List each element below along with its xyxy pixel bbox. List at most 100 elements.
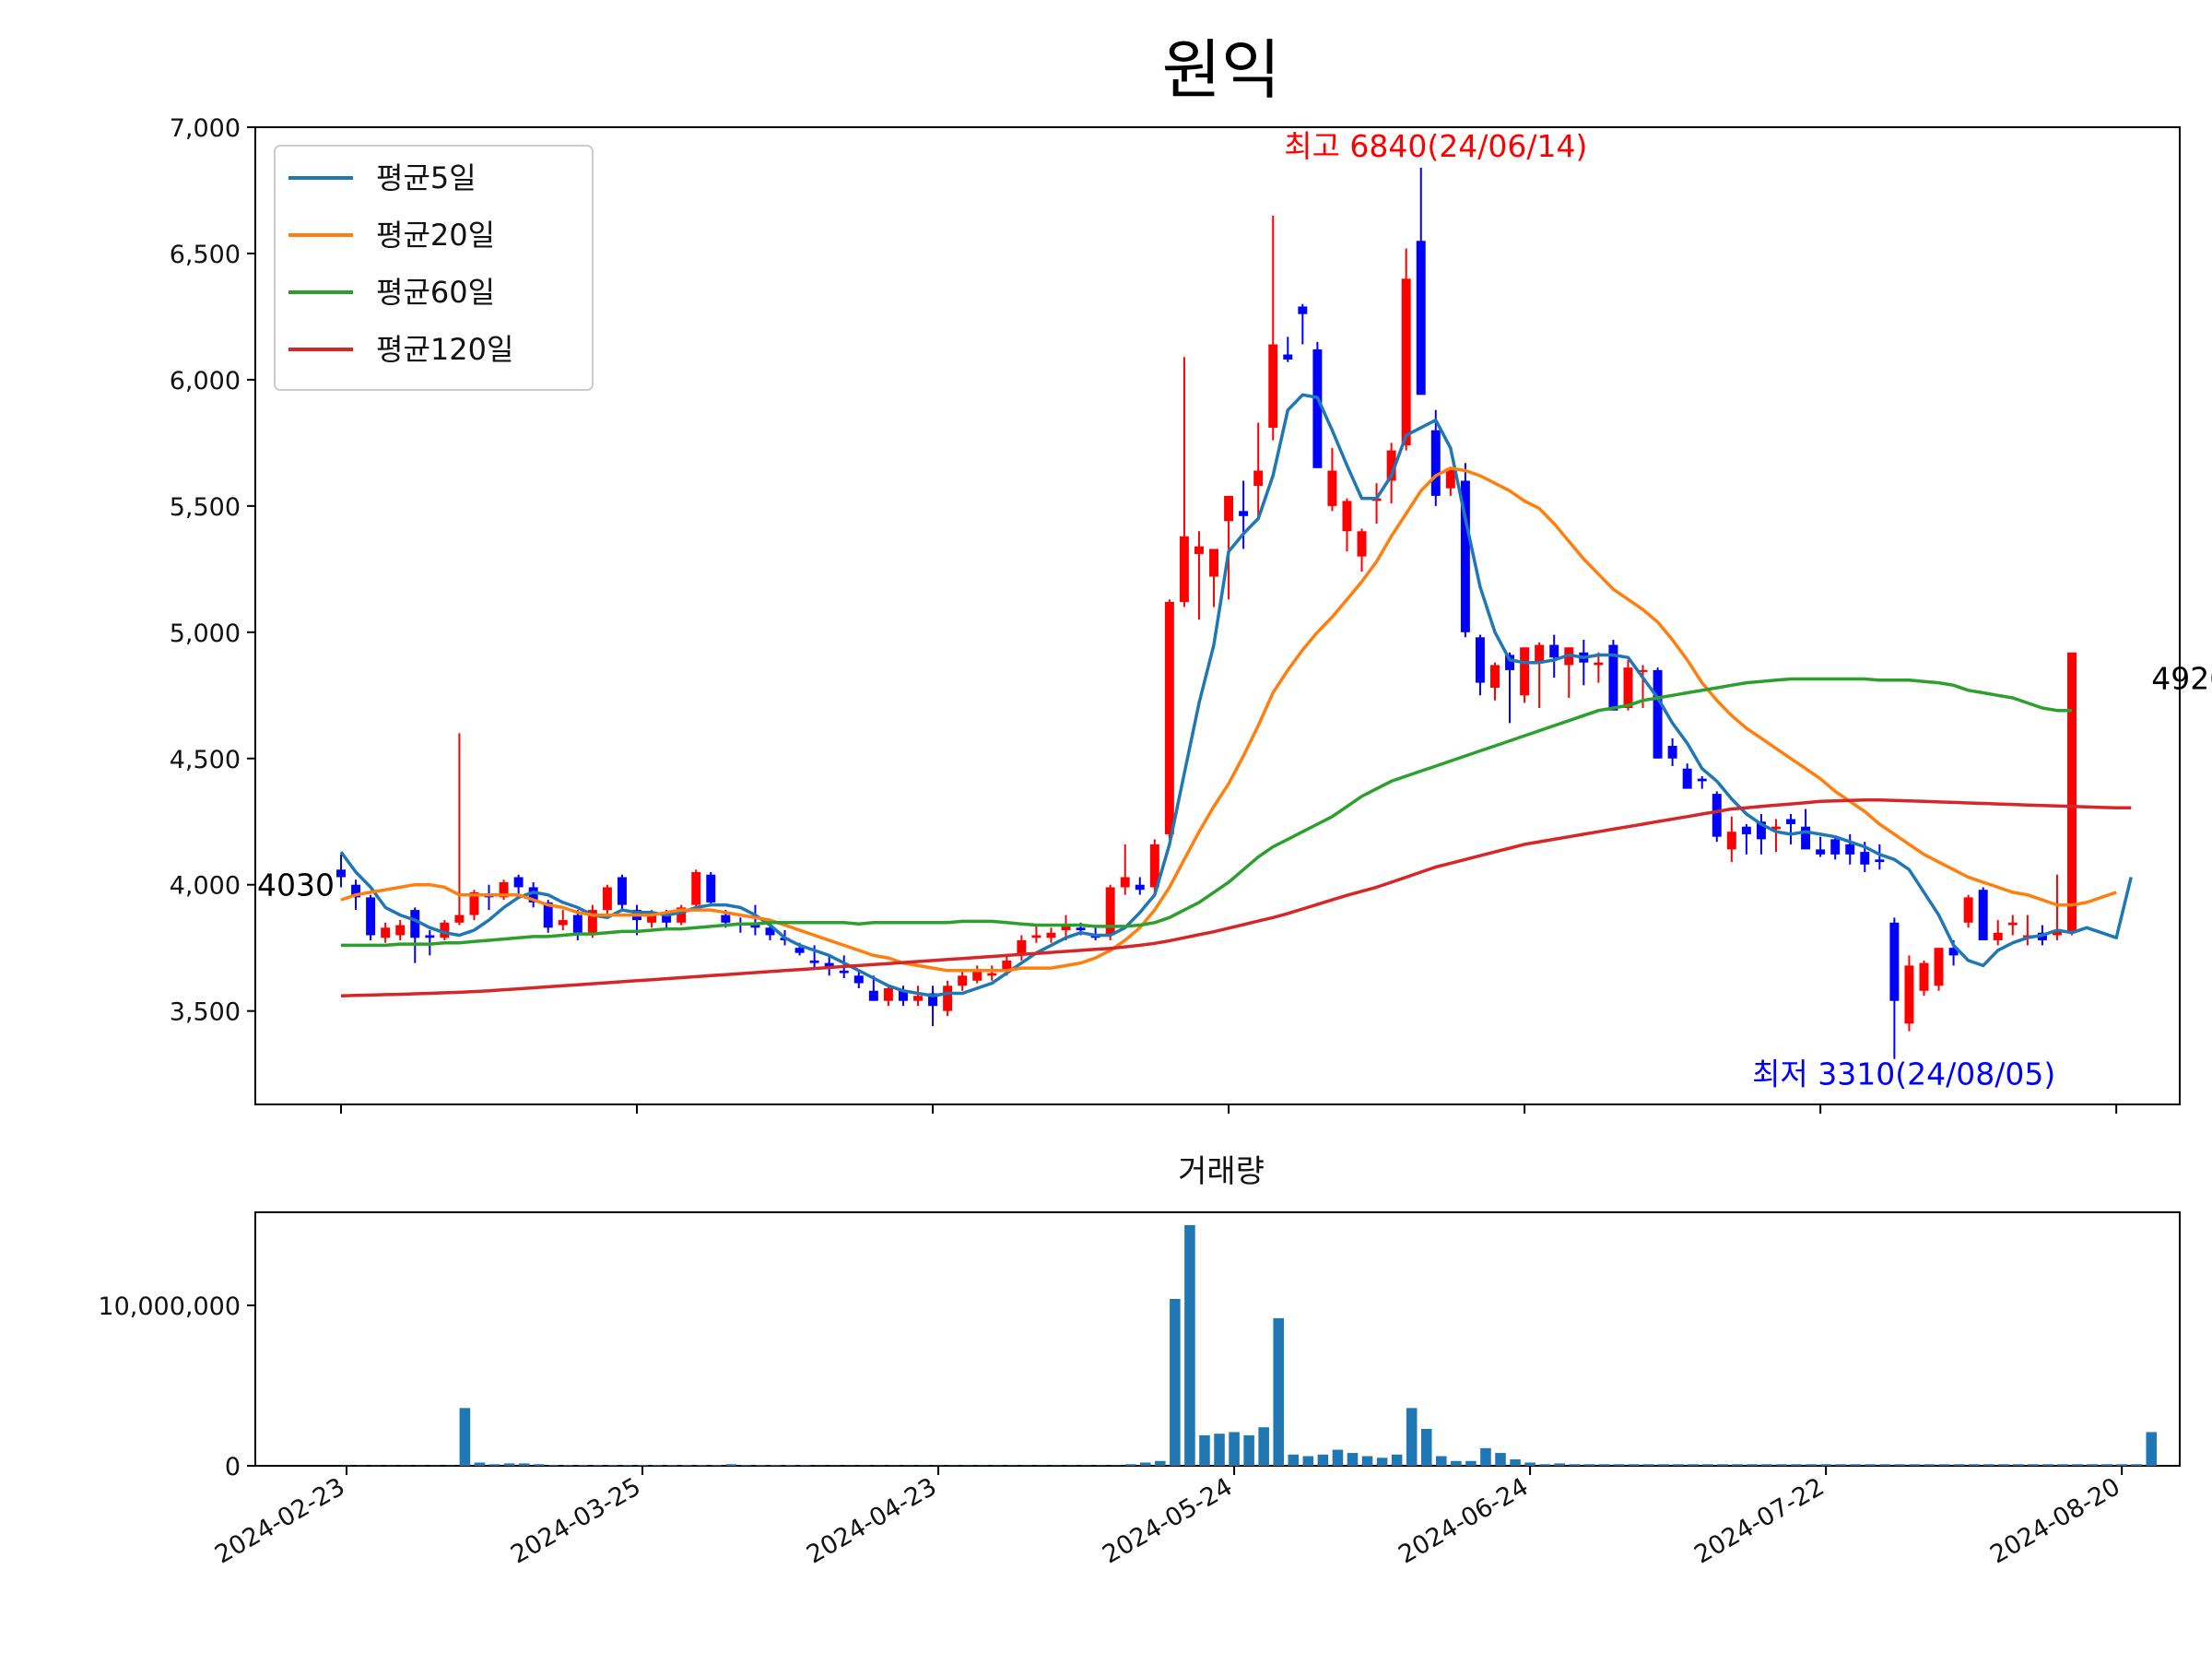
candle-body: [987, 973, 997, 976]
volume-bar: [2028, 1464, 2039, 1466]
candle-body: [1889, 922, 1900, 1001]
x-tick-label: 2024-08-20: [1985, 1472, 2124, 1569]
volume-bar: [1879, 1464, 1891, 1466]
candle-body: [1638, 669, 1648, 672]
volume-bar: [1909, 1464, 1921, 1466]
volume-bar: [933, 1465, 944, 1466]
x-tick-label: 2024-04-23: [802, 1472, 941, 1569]
candle-body: [868, 990, 878, 1001]
volume-axes-frame: [254, 1211, 2181, 1467]
candle-body: [1298, 306, 1308, 314]
ma20-line: [340, 466, 2117, 973]
candle-body: [765, 927, 775, 936]
candle-body: [1726, 832, 1736, 850]
chart-title: 원익: [1162, 32, 1281, 108]
candle-body: [1031, 935, 1041, 938]
volume-bar: [1184, 1224, 1195, 1466]
volume-bar: [1747, 1464, 1758, 1466]
candle-body: [1475, 637, 1485, 683]
volume-bar: [843, 1465, 855, 1466]
candle-body: [1978, 890, 1988, 940]
volume-bar: [1361, 1456, 1373, 1466]
volume-bar: [1761, 1464, 1772, 1466]
volume-bar: [992, 1465, 1004, 1466]
candle-body: [1120, 877, 1130, 888]
volume-bar: [622, 1465, 633, 1466]
candle-body: [1135, 884, 1145, 891]
volume-bar: [1332, 1449, 1344, 1466]
legend-entry: 평균120일: [376, 332, 513, 367]
volume-bar: [1273, 1317, 1285, 1466]
volume-bar: [696, 1465, 708, 1466]
candle-body: [943, 985, 953, 1011]
candle-body: [1904, 965, 1914, 1024]
candle-body: [1224, 495, 1234, 522]
candle-body: [1520, 647, 1530, 696]
volume-bar: [666, 1465, 677, 1466]
volume-bar: [1613, 1464, 1625, 1466]
volume-bar: [1924, 1464, 1936, 1466]
candle-body: [1002, 960, 1012, 971]
volume-bar: [503, 1463, 515, 1466]
volume-bar: [1214, 1434, 1225, 1466]
legend-entry: 평균20일: [376, 218, 495, 253]
candle-body: [1934, 948, 1944, 986]
volume-bar: [1317, 1454, 1329, 1466]
volume-bar: [903, 1465, 914, 1466]
candle-body: [1697, 778, 1707, 782]
volume-bar: [518, 1463, 530, 1466]
volume-bar: [637, 1465, 648, 1466]
volume-bar: [1110, 1465, 1122, 1466]
candle-body: [2067, 652, 2077, 933]
volume-bar: [415, 1465, 427, 1467]
volume-bar: [1938, 1464, 1950, 1466]
price-y-tick-label: 4,500: [170, 746, 241, 774]
volume-y-tick-label: 0: [225, 1453, 241, 1481]
volume-bar: [1451, 1460, 1462, 1466]
volume-bar: [1642, 1464, 1654, 1466]
volume-bar: [1288, 1454, 1300, 1466]
volume-bar: [1406, 1408, 1418, 1466]
candle-body: [1357, 531, 1367, 557]
candle-body: [1017, 939, 1027, 956]
volume-bar: [341, 1465, 352, 1467]
candle-body: [558, 920, 568, 926]
price-y-tick-label: 6,000: [170, 367, 241, 395]
volume-title: 거래량: [1178, 1153, 1265, 1190]
volume-bar: [1420, 1428, 1432, 1466]
candle-body: [366, 897, 376, 936]
volume-bar: [1524, 1462, 1535, 1466]
candle-body: [1875, 859, 1885, 863]
ma120-line: [340, 797, 2132, 997]
volume-bar: [725, 1464, 737, 1466]
volume-bar: [1628, 1464, 1640, 1466]
candle-body: [2007, 922, 2018, 926]
volume-bar: [1258, 1427, 1269, 1466]
candle-body: [1993, 932, 2003, 940]
candle-body: [1194, 546, 1204, 554]
price-plot: 3,500 4,000 4,500 5,000 5,500 6,000 6,500 7,000…: [170, 114, 2212, 1114]
volume-bar: [1701, 1464, 1713, 1466]
candle-body: [794, 948, 805, 953]
volume-bar: [1850, 1464, 1862, 1466]
candle-body: [853, 975, 864, 984]
candle-body: [913, 996, 923, 1001]
volume-bar: [1080, 1465, 1092, 1466]
x-tick-label: 2024-05-24: [1098, 1472, 1237, 1569]
volume-bar: [1480, 1447, 1491, 1466]
candle-body: [513, 877, 524, 888]
price-y-tick-label: 7,000: [170, 114, 241, 143]
candle-body: [1179, 536, 1189, 602]
candle-body: [1283, 354, 1293, 360]
volume-bar: [1051, 1465, 1063, 1466]
candle-body: [928, 993, 938, 1007]
ma60-line: [341, 677, 2072, 948]
candle-body: [691, 872, 701, 905]
candle-body: [2052, 930, 2062, 936]
candle-body: [1268, 344, 1278, 428]
volume-bar: [1124, 1464, 1136, 1466]
volume-bar: [1155, 1460, 1166, 1466]
volume-bar: [1716, 1464, 1728, 1466]
